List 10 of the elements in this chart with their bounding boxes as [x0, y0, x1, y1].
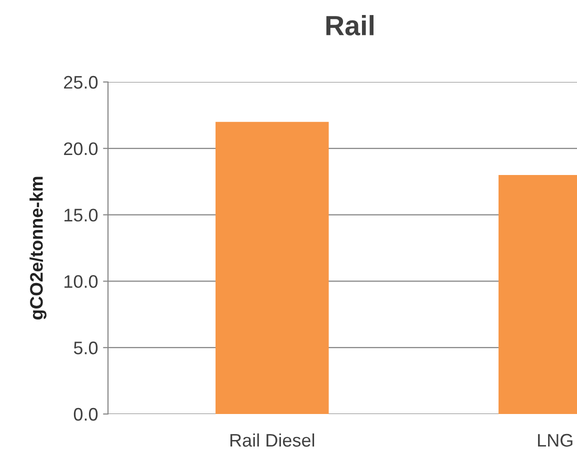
x-tick-label: LNG	[538, 434, 572, 447]
y-tick-label: 15.0	[64, 208, 98, 222]
chart-title: Rail	[326, 15, 374, 36]
y-tick-label: 10.0	[64, 275, 98, 288]
x-tick-label: Rail Diesel	[230, 433, 314, 447]
y-tick-label: 5.0	[74, 342, 98, 354]
y-tick-label: 0.0	[74, 408, 98, 421]
y-tick-label: 25.0	[64, 76, 98, 89]
y-tick-label: 20.0	[64, 142, 98, 156]
y-axis-title: gCO2e/tonne-km	[30, 176, 46, 320]
